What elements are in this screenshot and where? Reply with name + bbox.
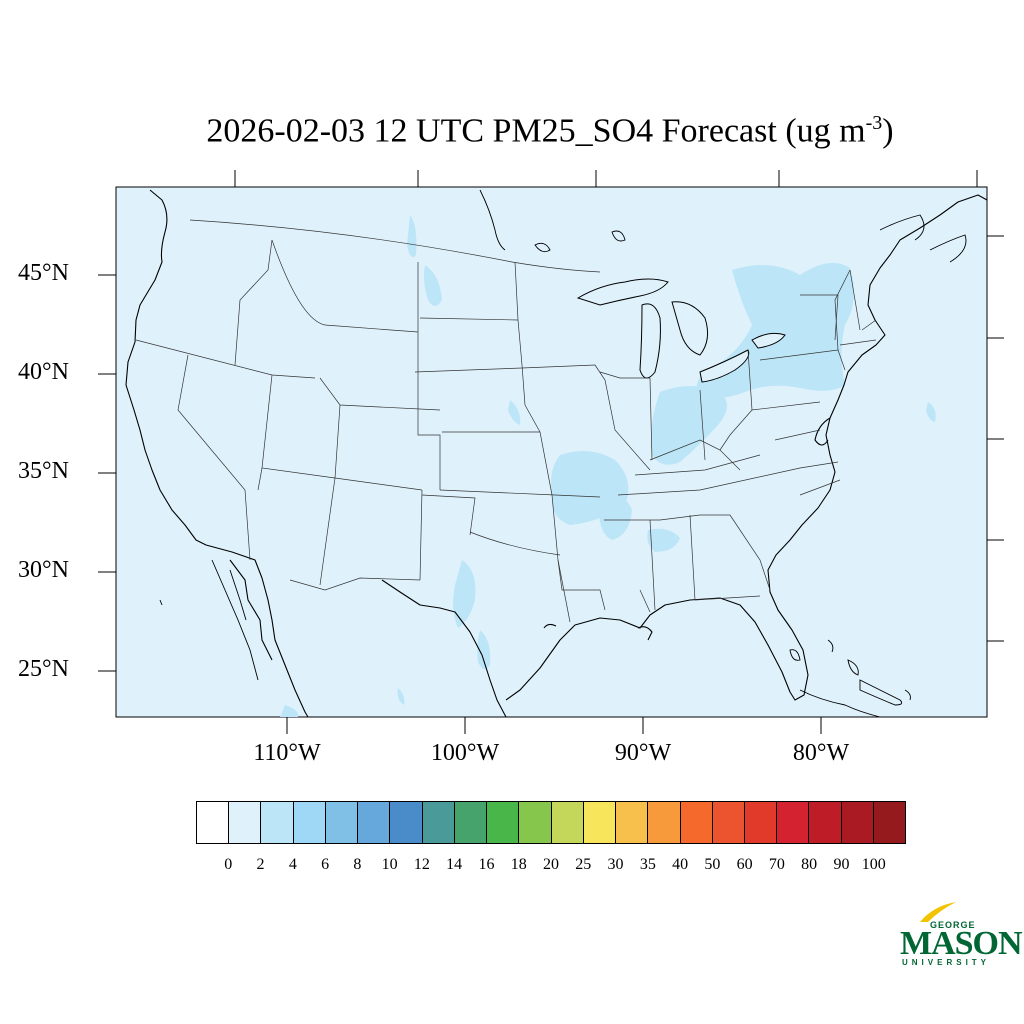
lake-superior bbox=[576, 278, 669, 306]
lake-michigan bbox=[639, 303, 661, 379]
colorbar-label-16: 60 bbox=[736, 856, 753, 873]
colorbar-label-10: 20 bbox=[543, 856, 559, 873]
lat-label-40: 40°N bbox=[18, 359, 69, 385]
colorbar-label-6: 12 bbox=[413, 856, 430, 873]
colorbar-label-1: 2 bbox=[256, 856, 265, 873]
colorbar-label-12: 30 bbox=[607, 856, 624, 873]
colorbar-labels: 0 2 4 6 8 10 12 14 16 18 20 25 30 35 40 50 60 70 80 90 100 bbox=[0, 856, 1024, 880]
colorbar-label-3: 6 bbox=[321, 856, 330, 873]
lat-label-30: 30°N bbox=[18, 557, 69, 583]
colorbar-label-19: 90 bbox=[833, 856, 850, 873]
colorbar-label-20: 100 bbox=[861, 856, 886, 873]
canada-features bbox=[479, 189, 967, 263]
patch-texas-central bbox=[453, 560, 476, 628]
colorbar-swatch-19 bbox=[809, 802, 842, 843]
colorbar-swatch-10 bbox=[519, 802, 552, 843]
colorbar-swatch-5 bbox=[358, 802, 391, 843]
colorbar-label-14: 40 bbox=[672, 856, 689, 873]
lat-label-45: 45°N bbox=[18, 260, 69, 286]
colorbar-swatch-20 bbox=[841, 802, 874, 843]
colorbar-label-9: 18 bbox=[510, 856, 527, 873]
lat-label-25: 25°N bbox=[18, 656, 69, 682]
colorbar-label-11: 25 bbox=[575, 856, 592, 873]
colorbar-swatch-15 bbox=[680, 802, 713, 843]
left-ticks bbox=[98, 274, 116, 672]
colorbar-swatch-0 bbox=[197, 802, 230, 843]
lon-label-100: 100°W bbox=[430, 740, 500, 766]
top-ticks bbox=[234, 170, 978, 187]
patch-arkansas bbox=[599, 496, 632, 540]
colorbar-label-0: 0 bbox=[224, 856, 233, 873]
caribbean-islands bbox=[789, 639, 911, 718]
colorbar-swatch-7 bbox=[422, 802, 455, 843]
colorbar-label-7: 14 bbox=[446, 856, 463, 873]
colorbar-swatch-11 bbox=[551, 802, 584, 843]
colorbar-label-8: 16 bbox=[478, 856, 495, 873]
george-mason-logo: GEORGE MASON UNIVERSITY bbox=[898, 900, 1023, 970]
colorbar-swatch-17 bbox=[744, 802, 778, 843]
coastline bbox=[125, 189, 988, 718]
patch-ohio-valley bbox=[651, 386, 728, 465]
state-borders bbox=[135, 219, 877, 623]
right-ticks bbox=[987, 235, 1004, 642]
colorbar-swatch-13 bbox=[616, 802, 649, 843]
bottom-ticks bbox=[286, 717, 822, 734]
lake-ontario bbox=[751, 332, 786, 349]
patch-texas-south bbox=[477, 630, 491, 670]
patch-atlantic bbox=[926, 402, 936, 422]
colorbar bbox=[196, 801, 906, 844]
lake-erie bbox=[699, 349, 750, 383]
colorbar-swatch-12 bbox=[583, 802, 617, 843]
colorbar-label-13: 35 bbox=[639, 856, 656, 873]
patch-gulf-west bbox=[397, 688, 405, 705]
mexico-outline bbox=[159, 559, 259, 681]
colorbar-swatch-4 bbox=[325, 802, 359, 843]
colorbar-swatch-3 bbox=[293, 802, 326, 843]
logo-name-text: MASON bbox=[900, 925, 1023, 962]
great-lakes bbox=[576, 278, 786, 383]
lon-label-80: 80°W bbox=[792, 740, 850, 766]
colorbar-swatch-6 bbox=[390, 802, 423, 843]
colorbar-swatch-8 bbox=[454, 802, 488, 843]
colorbar-label-5: 10 bbox=[381, 856, 398, 873]
patch-plains-north bbox=[424, 265, 442, 306]
colorbar-label-15: 50 bbox=[704, 856, 721, 873]
colorbar-swatch-21 bbox=[873, 802, 906, 843]
patch-rockies bbox=[407, 215, 417, 258]
logo-bottom-text: UNIVERSITY bbox=[902, 958, 991, 967]
patch-mexico bbox=[280, 705, 299, 717]
colorbar-label-17: 70 bbox=[768, 856, 785, 873]
colorbar-swatch-18 bbox=[777, 802, 810, 843]
lon-label-90: 90°W bbox=[614, 740, 672, 766]
colorbar-swatch-1 bbox=[229, 802, 262, 843]
lon-label-110: 110°W bbox=[253, 740, 321, 766]
lat-label-35: 35°N bbox=[18, 458, 69, 484]
lake-huron bbox=[671, 301, 709, 356]
patch-alabama bbox=[647, 528, 680, 552]
map-frame bbox=[115, 186, 988, 718]
colorbar-swatch-9 bbox=[487, 802, 520, 843]
map-title: 2026-02-03 12 UTC PM25_SO4 Forecast (ug … bbox=[206, 112, 894, 150]
logo-swoosh-icon bbox=[920, 902, 956, 922]
logo-top-text: GEORGE bbox=[930, 920, 976, 930]
colorbar-swatch-16 bbox=[712, 802, 745, 843]
colorbar-label-4: 8 bbox=[353, 856, 362, 873]
patch-kansas bbox=[508, 400, 521, 425]
colorbar-swatch-14 bbox=[648, 802, 681, 843]
colorbar-label-2: 4 bbox=[288, 856, 297, 873]
colorbar-swatch-2 bbox=[261, 802, 294, 843]
colorbar-label-18: 80 bbox=[801, 856, 818, 873]
